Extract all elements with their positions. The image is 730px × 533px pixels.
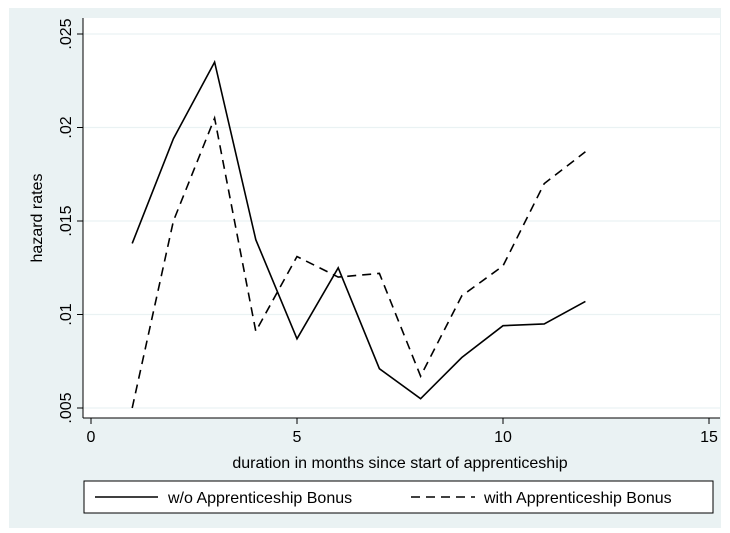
y-axis-label: hazard rates	[29, 174, 46, 263]
axes	[77, 18, 720, 424]
x-tick-label: 0	[87, 429, 96, 446]
gridlines	[83, 33, 720, 409]
plot-area	[83, 18, 720, 418]
x-tick-label: 5	[293, 429, 302, 446]
x-tick-label: 10	[494, 429, 512, 446]
legend-label-with-bonus: with Apprenticeship Bonus	[483, 490, 672, 507]
x-axis-label: duration in months since start of appren…	[232, 455, 567, 472]
x-tick-label: 15	[700, 429, 718, 446]
y-tick-label: .005	[58, 392, 75, 423]
y-tick-label: .02	[58, 116, 75, 138]
series-line-without-bonus	[131, 59, 586, 400]
legend-label-without-bonus: w/o Apprenticeship Bonus	[167, 490, 352, 507]
tick-labels: .005 .01 .015 .02 .025 0 5 10 15	[58, 18, 718, 446]
series-layer	[131, 59, 586, 409]
y-tick-label: .01	[58, 303, 75, 325]
legend-box	[83, 480, 714, 514]
y-tick-label: .015	[58, 205, 75, 236]
legend: w/o Apprenticeship Bonus with Apprentice…	[83, 480, 714, 514]
y-tick-label: .025	[58, 18, 75, 49]
